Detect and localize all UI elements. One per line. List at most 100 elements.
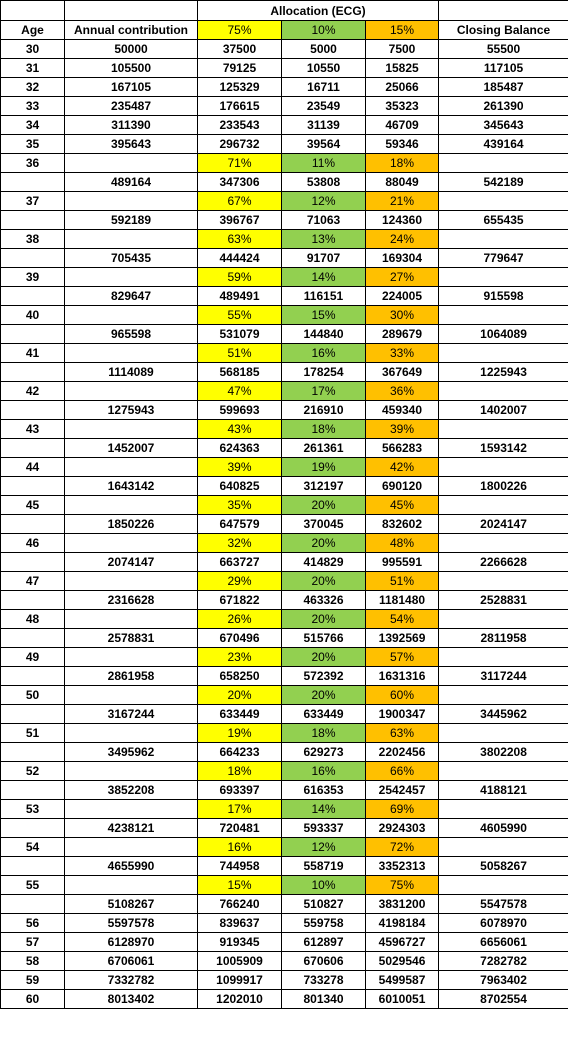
allocation-b-cell[interactable]: 593337 [281,818,366,838]
allocation-a-cell[interactable]: 79125 [197,58,282,78]
allocation-b-cell[interactable]: 18% [281,419,366,439]
closing-balance-cell[interactable] [438,153,568,173]
closing-balance-cell[interactable]: 117105 [438,58,568,78]
allocation-c-cell[interactable]: 75% [364,875,440,895]
contribution-cell[interactable]: 829647 [64,286,198,306]
contribution-cell[interactable] [64,229,198,249]
contribution-cell[interactable]: 1850226 [64,514,198,534]
contribution-cell[interactable] [64,191,198,211]
closing-balance-cell[interactable] [438,191,568,211]
allocation-c-cell[interactable]: 6010051 [364,989,440,1009]
allocation-a-cell[interactable]: 18% [197,761,282,781]
age-cell[interactable] [0,666,65,686]
age-cell[interactable]: 55 [0,875,65,895]
age-cell[interactable]: 47 [0,571,65,591]
age-cell[interactable] [0,514,65,534]
age-cell[interactable]: 59 [0,970,65,990]
contribution-cell[interactable] [64,267,198,287]
closing-balance-cell[interactable]: 542189 [438,172,568,192]
allocation-a-cell[interactable]: 568185 [197,362,282,382]
allocation-b-cell[interactable]: 20% [281,647,366,667]
allocation-a-cell[interactable]: 296732 [197,134,282,154]
contribution-cell[interactable]: 3852208 [64,780,198,800]
closing-balance-cell[interactable] [438,875,568,895]
contribution-cell[interactable]: 5108267 [64,894,198,914]
age-cell[interactable] [0,818,65,838]
age-cell[interactable]: 37 [0,191,65,211]
allocation-a-cell[interactable]: 19% [197,723,282,743]
contribution-cell[interactable]: 6706061 [64,951,198,971]
closing-balance-cell[interactable] [438,723,568,743]
allocation-b-cell[interactable]: 733278 [281,970,366,990]
allocation-a-cell[interactable]: 20% [197,685,282,705]
closing-balance-cell[interactable]: 55500 [438,39,568,59]
allocation-a-cell[interactable]: 624363 [197,438,282,458]
allocation-b-cell[interactable]: 370045 [281,514,366,534]
age-cell[interactable] [0,704,65,724]
closing-balance-cell[interactable]: 5058267 [438,856,568,876]
allocation-a-cell[interactable]: 16% [197,837,282,857]
allocation-b-cell[interactable]: 616353 [281,780,366,800]
allocation-c-cell[interactable]: 995591 [364,552,440,572]
allocation-c-cell[interactable]: 1181480 [364,590,440,610]
allocation-b-cell[interactable]: 16711 [281,77,366,97]
closing-balance-cell[interactable]: 2024147 [438,514,568,534]
allocation-b-cell[interactable]: 178254 [281,362,366,382]
contribution-cell[interactable] [64,837,198,857]
closing-balance-cell[interactable]: 915598 [438,286,568,306]
allocation-b-cell[interactable]: 20% [281,533,366,553]
age-cell[interactable]: 39 [0,267,65,287]
age-cell[interactable] [0,324,65,344]
age-cell[interactable]: 40 [0,305,65,325]
allocation-b-cell[interactable]: 261361 [281,438,366,458]
allocation-c-cell[interactable]: 224005 [364,286,440,306]
contribution-cell[interactable] [64,571,198,591]
allocation-a-cell[interactable]: 839637 [197,913,282,933]
age-cell[interactable]: 43 [0,419,65,439]
age-cell[interactable] [0,400,65,420]
closing-balance-cell[interactable]: 1593142 [438,438,568,458]
contribution-cell[interactable] [64,723,198,743]
allocation-c-cell[interactable]: 48% [364,533,440,553]
contribution-cell[interactable]: 105500 [64,58,198,78]
allocation-b-cell[interactable]: 39564 [281,134,366,154]
allocation-c-cell[interactable]: 15825 [364,58,440,78]
allocation-b-cell[interactable]: 633449 [281,704,366,724]
closing-balance-cell[interactable] [438,267,568,287]
allocation-b-cell[interactable]: 16% [281,761,366,781]
closing-balance-cell[interactable] [438,381,568,401]
closing-balance-cell[interactable] [438,647,568,667]
age-cell[interactable]: 60 [0,989,65,1009]
age-cell[interactable]: 48 [0,609,65,629]
allocation-b-header[interactable]: 10% [281,20,366,40]
contribution-cell[interactable]: 489164 [64,172,198,192]
closing-balance-cell[interactable]: 3802208 [438,742,568,762]
allocation-b-cell[interactable]: 31139 [281,115,366,135]
allocation-c-cell[interactable]: 3831200 [364,894,440,914]
age-cell[interactable]: 41 [0,343,65,363]
allocation-a-header[interactable]: 75% [197,20,282,40]
allocation-b-cell[interactable]: 13% [281,229,366,249]
contribution-cell[interactable]: 167105 [64,77,198,97]
allocation-c-cell[interactable]: 2924303 [364,818,440,838]
cell[interactable] [438,0,568,21]
closing-balance-cell[interactable]: 6078970 [438,913,568,933]
age-cell[interactable]: 54 [0,837,65,857]
contribution-cell[interactable] [64,305,198,325]
age-cell[interactable]: 44 [0,457,65,477]
allocation-c-cell[interactable]: 30% [364,305,440,325]
allocation-a-cell[interactable]: 37500 [197,39,282,59]
allocation-a-cell[interactable]: 26% [197,609,282,629]
closing-balance-cell[interactable]: 1402007 [438,400,568,420]
allocation-a-cell[interactable]: 664233 [197,742,282,762]
closing-balance-cell[interactable]: 7963402 [438,970,568,990]
allocation-a-cell[interactable]: 633449 [197,704,282,724]
contribution-cell[interactable]: 1643142 [64,476,198,496]
contribution-cell[interactable]: 235487 [64,96,198,116]
allocation-c-cell[interactable]: 169304 [364,248,440,268]
closing-balance-cell[interactable]: 7282782 [438,951,568,971]
allocation-c-cell[interactable]: 2542457 [364,780,440,800]
allocation-b-cell[interactable]: 10% [281,875,366,895]
allocation-a-cell[interactable]: 671822 [197,590,282,610]
allocation-c-cell[interactable]: 124360 [364,210,440,230]
